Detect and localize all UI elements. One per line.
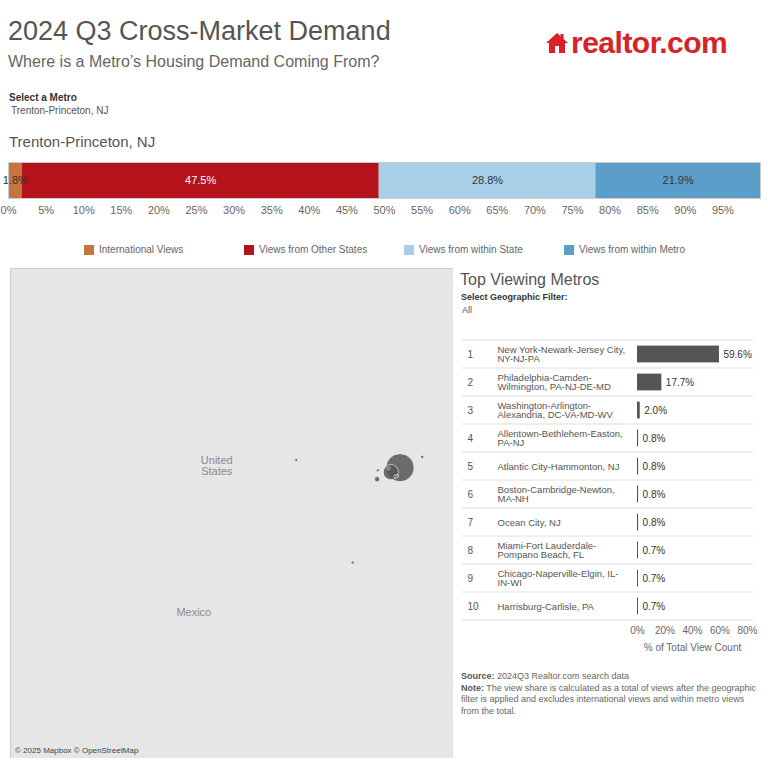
svg-text:45%: 45% xyxy=(336,204,358,216)
svg-text:Ocean City, NJ: Ocean City, NJ xyxy=(498,517,561,528)
svg-text:10: 10 xyxy=(468,601,480,612)
svg-text:75%: 75% xyxy=(561,204,583,216)
html-text:Where is a Metro’s Housing Dem: Where is a Metro’s Housing Demand Coming… xyxy=(8,53,380,70)
svg-text:80%: 80% xyxy=(599,204,621,216)
svg-text:% of Total View Count: % of Total View Count xyxy=(644,642,742,653)
svg-text:65%: 65% xyxy=(486,204,508,216)
svg-text:40%: 40% xyxy=(682,625,702,636)
html-text:International Views: International Views xyxy=(99,244,184,255)
svg-text:70%: 70% xyxy=(524,204,546,216)
svg-text:0.7%: 0.7% xyxy=(642,573,665,584)
html-text:Select a Metro: Select a Metro xyxy=(9,92,77,103)
svg-text:60%: 60% xyxy=(710,625,730,636)
svg-text:2.0%: 2.0% xyxy=(644,405,667,416)
html-text:Views from within State: Views from within State xyxy=(419,244,523,255)
html-text:Note: The view share is calcul: Note: The view share is calculated as a … xyxy=(461,682,756,717)
html-text:realtor.com: realtor.com xyxy=(571,26,728,59)
html-text:All: All xyxy=(462,305,472,315)
svg-text:0.8%: 0.8% xyxy=(643,489,666,500)
svg-text:8: 8 xyxy=(468,545,474,556)
html-text:2024 Q3 Cross-Market Demand: 2024 Q3 Cross-Market Demand xyxy=(8,16,391,46)
svg-text:0.7%: 0.7% xyxy=(642,601,665,612)
html-text:Top Viewing Metros: Top Viewing Metros xyxy=(460,271,600,288)
svg-text:0.7%: 0.7% xyxy=(642,545,665,556)
svg-text:20%: 20% xyxy=(655,625,675,636)
svg-text:Boston-Cambridge-Newton,MA-NH: Boston-Cambridge-Newton,MA-NH xyxy=(498,484,615,505)
svg-text:30%: 30% xyxy=(223,204,245,216)
svg-text:17.7%: 17.7% xyxy=(666,377,694,388)
svg-text:3: 3 xyxy=(468,405,474,416)
html-text:Trenton-Princeton, NJ: Trenton-Princeton, NJ xyxy=(11,105,109,116)
svg-text:0%: 0% xyxy=(1,204,17,216)
svg-text:60%: 60% xyxy=(449,204,471,216)
svg-text:40%: 40% xyxy=(298,204,320,216)
svg-text:2: 2 xyxy=(468,377,474,388)
svg-text:Atlantic City-Hammonton, NJ: Atlantic City-Hammonton, NJ xyxy=(498,461,620,472)
svg-text:9: 9 xyxy=(468,573,474,584)
svg-text:New York-Newark-Jersey City,NY: New York-Newark-Jersey City,NY-NJ-PA xyxy=(498,344,626,365)
svg-text:90%: 90% xyxy=(674,204,696,216)
svg-text:Philadelphia-Camden-Wilmington: Philadelphia-Camden-Wilmington, PA-NJ-DE… xyxy=(498,372,611,393)
svg-text:35%: 35% xyxy=(261,204,283,216)
svg-text:Chicago-Naperville-Elgin, IL-I: Chicago-Naperville-Elgin, IL-IN-WI xyxy=(498,568,619,589)
svg-text:47.5%: 47.5% xyxy=(185,174,216,186)
svg-text:7: 7 xyxy=(468,517,474,528)
svg-text:0%: 0% xyxy=(630,625,645,636)
svg-text:85%: 85% xyxy=(637,204,659,216)
svg-text:20%: 20% xyxy=(148,204,170,216)
html-text:Views from within Metro: Views from within Metro xyxy=(579,244,685,255)
html-text:Select Geographic Filter:: Select Geographic Filter: xyxy=(461,292,568,302)
svg-text:4: 4 xyxy=(468,433,474,444)
svg-text:1.8%: 1.8% xyxy=(3,174,28,186)
svg-text:Mexico: Mexico xyxy=(176,606,211,618)
svg-text:Harrisburg-Carlisle, PA: Harrisburg-Carlisle, PA xyxy=(498,601,595,612)
svg-text:28.8%: 28.8% xyxy=(472,174,503,186)
html-text:Source: 2024Q3 Realtor.com sea: Source: 2024Q3 Realtor.com search data xyxy=(461,671,630,681)
svg-text:5: 5 xyxy=(468,461,474,472)
html-text:© 2025 Mapbox © OpenStreetMap: © 2025 Mapbox © OpenStreetMap xyxy=(15,746,139,755)
svg-text:21.9%: 21.9% xyxy=(663,174,694,186)
svg-text:0.8%: 0.8% xyxy=(643,517,666,528)
svg-text:5%: 5% xyxy=(38,204,54,216)
svg-text:6: 6 xyxy=(468,489,474,500)
svg-text:1: 1 xyxy=(468,349,474,360)
svg-text:25%: 25% xyxy=(185,204,207,216)
svg-text:10%: 10% xyxy=(73,204,95,216)
svg-text:UnitedStates: UnitedStates xyxy=(201,454,233,477)
svg-text:95%: 95% xyxy=(712,204,734,216)
svg-text:Miami-Fort Lauderdale-Pompano: Miami-Fort Lauderdale-Pompano Beach, FL xyxy=(498,540,597,561)
svg-text:0.8%: 0.8% xyxy=(643,433,666,444)
html-text:Views from Other States: Views from Other States xyxy=(259,244,368,255)
svg-text:Washington-Arlington-Alexandri: Washington-Arlington-Alexandria, DC-VA-M… xyxy=(498,400,614,421)
html-text:Trenton-Princeton, NJ: Trenton-Princeton, NJ xyxy=(9,133,156,150)
svg-text:55%: 55% xyxy=(411,204,433,216)
svg-text:80%: 80% xyxy=(737,625,757,636)
svg-text:Allentown-Bethlehem-Easton,PA-: Allentown-Bethlehem-Easton,PA-NJ xyxy=(498,428,623,449)
svg-text:0.8%: 0.8% xyxy=(643,461,666,472)
svg-text:59.6%: 59.6% xyxy=(723,349,751,360)
svg-text:15%: 15% xyxy=(110,204,132,216)
svg-text:50%: 50% xyxy=(373,204,395,216)
